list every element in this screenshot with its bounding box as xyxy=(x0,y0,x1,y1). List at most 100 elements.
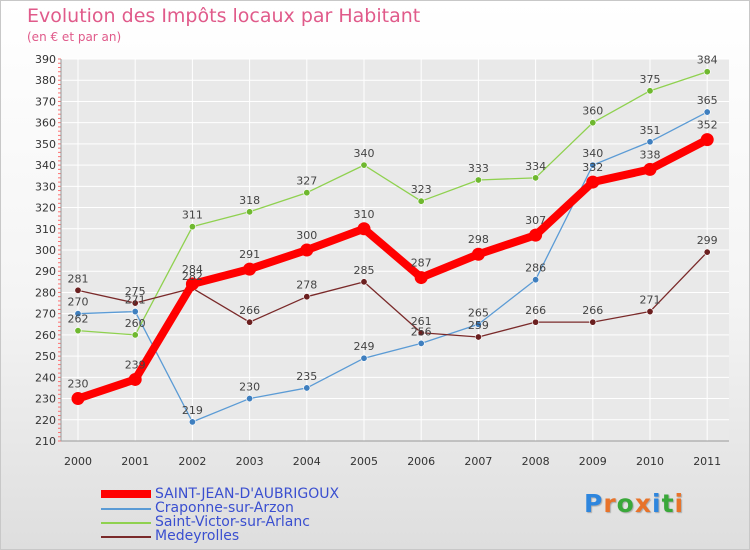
data-label-saint-jean-d-aubrigoux: 310 xyxy=(354,208,375,221)
data-label-saint-victor-sur-arlanc: 384 xyxy=(697,54,718,67)
data-label-craponne-sur-arzon: 270 xyxy=(68,296,89,309)
data-label-medeyrolles: 266 xyxy=(239,304,260,317)
proxiti-logo: Proxiti xyxy=(584,489,684,518)
data-point-medeyrolles xyxy=(303,293,311,301)
y-tick-label: 240 xyxy=(35,371,56,384)
data-label-saint-jean-d-aubrigoux: 284 xyxy=(182,263,203,276)
data-point-medeyrolles xyxy=(474,333,482,341)
data-point-craponne-sur-arzon xyxy=(74,310,82,318)
data-label-craponne-sur-arzon: 365 xyxy=(697,94,718,107)
data-point-saint-victor-sur-arlanc xyxy=(360,161,368,169)
data-label-saint-jean-d-aubrigoux: 352 xyxy=(697,119,718,132)
data-label-medeyrolles: 285 xyxy=(354,264,375,277)
data-point-saint-victor-sur-arlanc xyxy=(303,189,311,197)
x-tick-label: 2001 xyxy=(121,455,149,468)
y-tick-label: 220 xyxy=(35,414,56,427)
x-tick-label: 2010 xyxy=(636,455,664,468)
data-point-saint-jean-d-aubrigoux xyxy=(185,277,199,291)
data-label-craponne-sur-arzon: 265 xyxy=(468,306,489,319)
data-label-saint-jean-d-aubrigoux: 298 xyxy=(468,233,489,246)
logo-letter: x xyxy=(634,489,652,518)
y-tick-label: 340 xyxy=(35,159,56,172)
data-point-craponne-sur-arzon xyxy=(188,418,196,426)
x-tick-label: 2004 xyxy=(293,455,321,468)
logo-letter: i xyxy=(674,489,685,518)
data-point-craponne-sur-arzon xyxy=(589,161,597,169)
y-tick-label: 310 xyxy=(35,223,56,236)
logo-letter: o xyxy=(616,489,635,518)
data-point-medeyrolles xyxy=(589,318,597,326)
data-point-craponne-sur-arzon xyxy=(532,276,540,284)
data-point-saint-victor-sur-arlanc xyxy=(417,197,425,205)
data-point-craponne-sur-arzon xyxy=(417,339,425,347)
data-label-medeyrolles: 281 xyxy=(68,272,89,285)
data-label-medeyrolles: 275 xyxy=(125,285,146,298)
data-label-saint-jean-d-aubrigoux: 291 xyxy=(239,248,260,261)
x-tick-label: 2011 xyxy=(693,455,721,468)
data-point-medeyrolles xyxy=(703,248,711,256)
data-label-saint-victor-sur-arlanc: 375 xyxy=(640,73,661,86)
x-tick-label: 2008 xyxy=(522,455,550,468)
data-label-craponne-sur-arzon: 249 xyxy=(354,340,375,353)
legend-label: Craponne-sur-Arzon xyxy=(155,500,294,516)
y-tick-label: 260 xyxy=(35,329,56,342)
series-line-medeyrolles xyxy=(77,251,708,338)
logo-letter: r xyxy=(603,489,617,518)
data-label-saint-jean-d-aubrigoux: 300 xyxy=(296,229,317,242)
data-point-medeyrolles xyxy=(532,318,540,326)
data-point-saint-victor-sur-arlanc xyxy=(131,331,139,339)
data-label-saint-victor-sur-arlanc: 333 xyxy=(468,162,489,175)
logo-letter: t xyxy=(661,489,675,518)
x-tick-label: 2000 xyxy=(64,455,92,468)
data-label-craponne-sur-arzon: 271 xyxy=(125,294,146,307)
y-tick-label: 300 xyxy=(35,244,56,257)
y-tick-label: 250 xyxy=(35,350,56,363)
data-label-saint-jean-d-aubrigoux: 307 xyxy=(525,214,546,227)
data-point-saint-victor-sur-arlanc xyxy=(589,119,597,127)
y-tick-label: 230 xyxy=(35,393,56,406)
data-point-saint-jean-d-aubrigoux xyxy=(471,247,485,261)
legend-label: SAINT-JEAN-D'AUBRIGOUX xyxy=(155,486,340,502)
data-label-medeyrolles: 266 xyxy=(582,304,603,317)
data-label-craponne-sur-arzon: 235 xyxy=(296,370,317,383)
chart-title: Evolution des Impôts locaux par Habitant xyxy=(27,5,421,27)
data-label-saint-victor-sur-arlanc: 262 xyxy=(68,313,89,326)
y-tick-label: 210 xyxy=(35,435,56,448)
legend-swatch xyxy=(101,536,151,538)
y-tick-label: 380 xyxy=(35,74,56,87)
data-label-saint-victor-sur-arlanc: 311 xyxy=(182,209,203,222)
x-tick-label: 2003 xyxy=(236,455,264,468)
data-label-medeyrolles: 271 xyxy=(640,294,661,307)
data-label-medeyrolles: 259 xyxy=(468,319,489,332)
data-point-saint-jean-d-aubrigoux xyxy=(243,262,257,276)
y-tick-label: 270 xyxy=(35,308,56,321)
series-line-saint-jean-d-aubrigoux xyxy=(74,135,712,403)
series-line-saint-victor-sur-arlanc xyxy=(77,71,708,336)
data-label-saint-victor-sur-arlanc: 334 xyxy=(525,160,546,173)
data-point-saint-victor-sur-arlanc xyxy=(703,68,711,76)
data-point-medeyrolles xyxy=(246,318,254,326)
data-label-saint-jean-d-aubrigoux: 287 xyxy=(411,257,432,270)
legend-swatch xyxy=(101,522,151,524)
data-point-medeyrolles xyxy=(131,299,139,307)
data-point-saint-jean-d-aubrigoux xyxy=(357,222,371,236)
y-tick-label: 280 xyxy=(35,286,56,299)
data-label-medeyrolles: 282 xyxy=(182,270,203,283)
x-tick-label: 2002 xyxy=(178,455,206,468)
data-label-saint-jean-d-aubrigoux: 338 xyxy=(640,148,661,161)
data-point-saint-victor-sur-arlanc xyxy=(646,87,654,95)
legend-swatch xyxy=(101,508,151,510)
y-tick-label: 370 xyxy=(35,95,56,108)
data-label-medeyrolles: 278 xyxy=(296,279,317,292)
data-point-saint-victor-sur-arlanc xyxy=(188,223,196,231)
data-point-saint-jean-d-aubrigoux xyxy=(586,175,600,189)
data-label-craponne-sur-arzon: 219 xyxy=(182,404,203,417)
data-label-craponne-sur-arzon: 340 xyxy=(582,147,603,160)
x-tick-label: 2006 xyxy=(407,455,435,468)
data-point-craponne-sur-arzon xyxy=(303,384,311,392)
data-label-saint-victor-sur-arlanc: 318 xyxy=(239,194,260,207)
data-point-craponne-sur-arzon xyxy=(474,320,482,328)
data-label-saint-jean-d-aubrigoux: 230 xyxy=(68,378,89,391)
